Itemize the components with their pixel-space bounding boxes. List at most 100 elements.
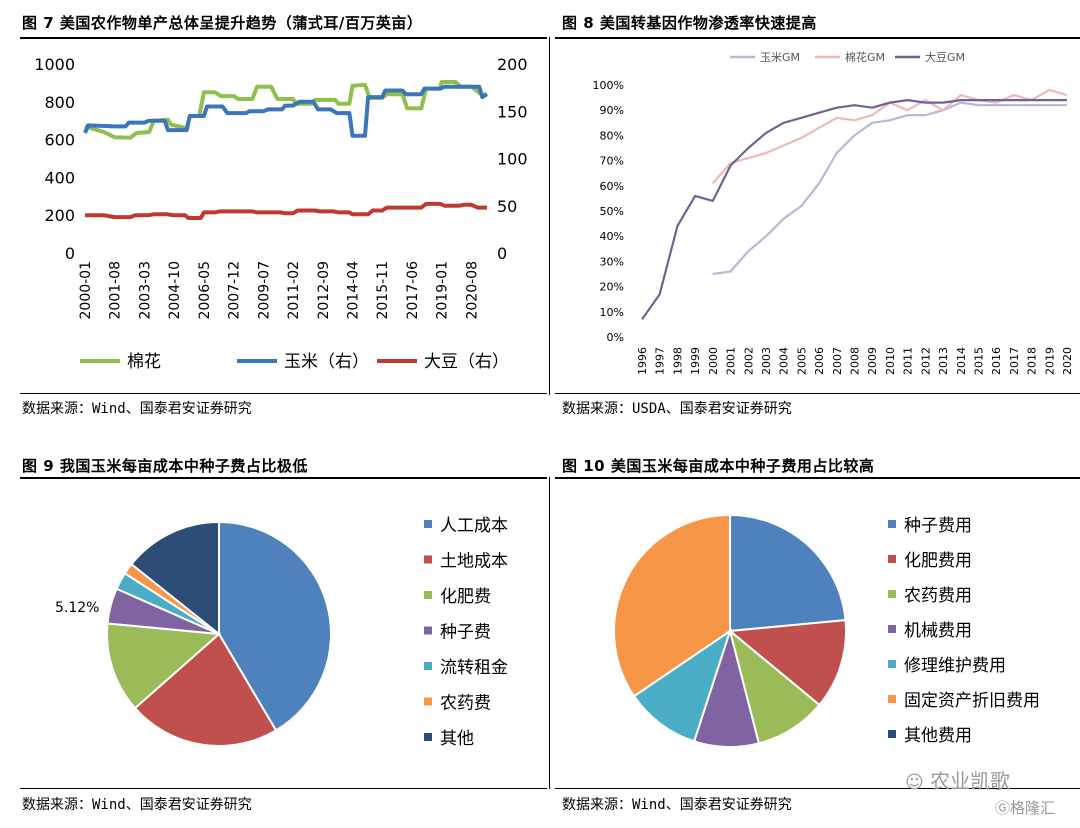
- lower-bottom-rule-right: [555, 788, 1080, 789]
- y-right-tick-label: 0: [497, 244, 507, 263]
- x-tick-label: 2001: [725, 347, 738, 375]
- lower-bottom-rule-left: [20, 788, 547, 789]
- legend-swatch: [888, 625, 896, 633]
- watermark-text2: 格隆汇: [1010, 799, 1056, 817]
- legend-swatch: [888, 660, 896, 668]
- x-tick-label: 1999: [689, 347, 702, 375]
- legend-label: 固定资产折旧费用: [904, 691, 1040, 711]
- legend-label: 修理维护费用: [904, 656, 1006, 676]
- fig10-title: 图 10 美国玉米每亩成本中种子费用占比较高: [562, 457, 875, 475]
- y-left-tick-label: 1000: [34, 55, 75, 74]
- legend-label: 流转租金: [440, 658, 508, 678]
- series-line: [83, 84, 489, 138]
- x-tick-label: 2020: [1061, 347, 1074, 375]
- legend-label: 玉米GM: [760, 51, 800, 64]
- legend-swatch: [424, 555, 432, 564]
- pie-slice: [729, 513, 847, 633]
- x-tick-label: 2013: [937, 347, 950, 375]
- x-tick-label: 2018: [1026, 347, 1039, 375]
- legend-label: 机械费用: [904, 621, 972, 641]
- legend-swatch: [424, 520, 432, 528]
- legend-label: 大豆GM: [925, 50, 965, 64]
- x-tick-label: 2005: [795, 347, 808, 375]
- pie-slice: [613, 513, 731, 698]
- pie-slice: [106, 622, 222, 710]
- legend-swatch: [424, 662, 432, 670]
- legend-label: 其他费用: [904, 726, 972, 746]
- x-tick-label: 2009-07: [256, 261, 272, 320]
- divider-bottom: [549, 477, 550, 789]
- slice-annotation: 5.12%: [55, 600, 99, 616]
- x-tick-label: 2017: [1008, 347, 1021, 375]
- x-tick-label: 2008: [849, 347, 862, 375]
- x-tick-label: 2012-09: [316, 261, 332, 320]
- y-tick-label: 50%: [600, 205, 624, 218]
- y-tick-label: 90%: [600, 104, 624, 117]
- x-tick-label: 2015-11: [375, 261, 391, 320]
- brand-logo-icon: Ⓖ: [995, 799, 1011, 817]
- pie-slice: [218, 520, 332, 732]
- legend-label: 农药费用: [904, 586, 972, 606]
- legend-label: 种子费: [440, 623, 491, 643]
- legend-label: 农药费: [440, 694, 491, 714]
- y-right-tick-label: 200: [497, 55, 528, 74]
- x-tick-label: 2002: [742, 347, 755, 375]
- x-tick-label: 2004: [778, 347, 791, 375]
- y-left-tick-label: 200: [44, 206, 75, 225]
- lower-top-rule-left: [20, 477, 547, 479]
- legend-label: 化肥费用: [904, 551, 972, 571]
- lower-top-rule-right: [555, 477, 1080, 479]
- x-tick-label: 2014-04: [345, 261, 361, 320]
- fig9-source: 数据来源：Wind、国泰君安证券研究: [22, 797, 252, 813]
- x-tick-label: 2014: [955, 347, 968, 375]
- x-tick-label: 2003-03: [137, 261, 153, 320]
- legend-swatch: [424, 733, 432, 741]
- x-tick-label: 2000: [707, 347, 720, 375]
- pie-slice: [632, 628, 732, 743]
- y-tick-label: 80%: [600, 129, 624, 142]
- legend-swatch: [888, 730, 896, 738]
- legend-label: 化肥费: [440, 587, 491, 607]
- fig10-source: 数据来源：Wind、国泰君安证券研究: [562, 797, 792, 813]
- pie-slice: [727, 618, 847, 707]
- fig7-line-chart: 0 200 400 600 800 1000 0 50 100 150 200 2000-01 2001…: [34, 55, 528, 372]
- mid-rule-left: [20, 393, 547, 394]
- y-tick-label: 70%: [600, 155, 624, 168]
- fig7-source: 数据来源：Wind、国泰君安证券研究: [22, 401, 252, 417]
- x-tick-label: 1996: [636, 347, 649, 375]
- x-tick-label: 2007: [831, 347, 844, 375]
- y-left-tick-label: 800: [44, 93, 75, 112]
- x-tick-label: 2017-06: [405, 261, 421, 320]
- y-tick-label: 40%: [600, 230, 624, 243]
- legend-label: 其他: [440, 729, 474, 749]
- pie-slice: [130, 520, 220, 637]
- fig7-title: 图 7 美国农作物单产总体呈提升趋势（蒲式耳/百万英亩）: [22, 14, 423, 32]
- x-tick-label: 2020-08: [464, 261, 480, 320]
- series-line: [85, 201, 487, 220]
- legend-swatch: [424, 591, 432, 599]
- legend-label: 土地成本: [440, 552, 508, 572]
- x-tick-label: 2004-10: [167, 261, 183, 320]
- y-right-tick-label: 50: [497, 197, 517, 216]
- y-tick-label: 0%: [607, 331, 624, 344]
- legend-label: 棉花GM: [845, 50, 885, 64]
- x-tick-label: 2007-12: [227, 261, 243, 320]
- fig8-line-chart: 0% 10% 20% 30% 40% 50% 60% 70% 80% 90% 100% 1996 199…: [593, 50, 1074, 375]
- watermark-text1: 农业凯歌: [930, 769, 1011, 793]
- pie-slice: [133, 632, 278, 747]
- legend-swatch: [888, 520, 896, 528]
- y-tick-label: 10%: [600, 306, 624, 319]
- fig8-title: 图 8 美国转基因作物渗透率快速提高: [562, 14, 817, 32]
- x-tick-label: 2006: [813, 347, 826, 375]
- y-tick-label: 20%: [600, 281, 624, 294]
- y-left-tick-label: 0: [65, 244, 75, 263]
- x-tick-label: 2006-05: [197, 261, 213, 320]
- y-tick-label: 60%: [600, 180, 624, 193]
- legend-label: 玉米（右）: [284, 352, 369, 372]
- legend-label: 人工成本: [440, 516, 508, 536]
- x-tick-label: 2001-08: [108, 261, 124, 320]
- legend-swatch: [424, 697, 432, 706]
- mid-rule-right: [555, 393, 1080, 394]
